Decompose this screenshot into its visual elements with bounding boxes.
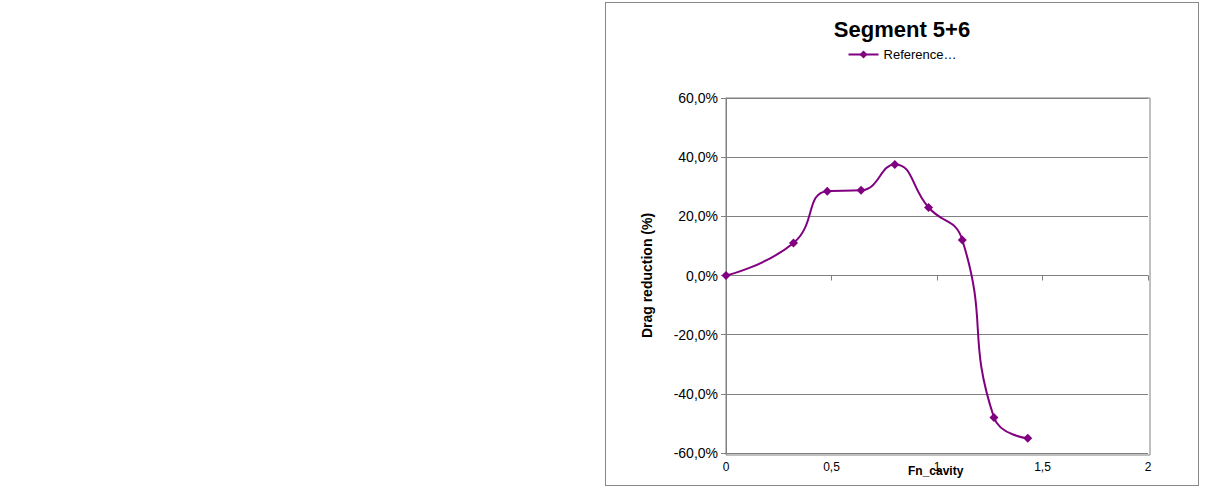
svg-text:Drag reduction (%): Drag reduction (%) <box>639 213 655 338</box>
svg-text:60,0%: 60,0% <box>678 90 718 106</box>
svg-text:Segment 5+6: Segment 5+6 <box>834 17 970 42</box>
svg-text:2: 2 <box>1145 460 1152 474</box>
svg-text:Fn_cavity: Fn_cavity <box>908 464 964 478</box>
svg-text:-20,0%: -20,0% <box>674 327 718 343</box>
svg-text:0,5: 0,5 <box>823 460 840 474</box>
svg-text:40,0%: 40,0% <box>678 149 718 165</box>
svg-text:1: 1 <box>934 460 941 474</box>
svg-text:Reference…: Reference… <box>884 47 957 62</box>
svg-text:1,5: 1,5 <box>1034 460 1051 474</box>
svg-text:-60,0%: -60,0% <box>674 445 718 461</box>
svg-text:-40,0%: -40,0% <box>674 386 718 402</box>
svg-text:0: 0 <box>723 460 730 474</box>
svg-text:20,0%: 20,0% <box>678 208 718 224</box>
svg-text:0,0%: 0,0% <box>686 268 718 284</box>
